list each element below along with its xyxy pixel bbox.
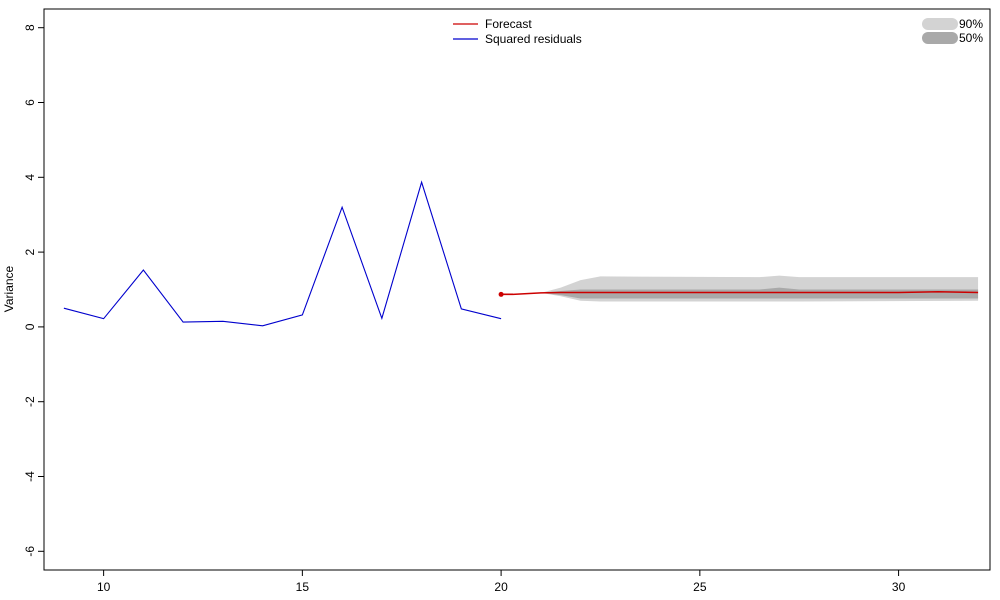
forecast-start-point <box>498 291 504 297</box>
x-tick-label-3: 25 <box>693 580 707 594</box>
y-tick-label-0: -6 <box>23 546 37 557</box>
y-tick-label-3: 0 <box>23 323 37 330</box>
series-line-1 <box>501 290 979 296</box>
x-axis: 10 15 20 25 30 <box>97 570 906 594</box>
legend-label-0: Forecast <box>485 17 532 31</box>
legend-label-1: Squared residuals <box>485 32 582 46</box>
interval-legend-swatch-0 <box>922 18 958 30</box>
prediction-intervals <box>540 275 979 302</box>
x-tick-label-2: 20 <box>494 580 508 594</box>
y-axis-title: Variance <box>2 265 16 312</box>
series-line-0 <box>63 180 502 327</box>
y-tick-label-7: 8 <box>23 24 37 31</box>
plot-area-frame <box>43 8 991 571</box>
interval-legend-label-1: 50% <box>959 31 983 45</box>
y-tick-label-1: -4 <box>23 471 37 482</box>
x-tick-label-1: 15 <box>296 580 310 594</box>
interval-legend-label-0: 90% <box>959 17 983 31</box>
y-tick-label-2: -2 <box>23 396 37 407</box>
y-tick-label-5: 4 <box>23 174 37 181</box>
interval-legend: 90%50% <box>922 17 983 45</box>
x-tick-label-4: 30 <box>892 580 906 594</box>
interval-legend-swatch-1 <box>922 32 958 44</box>
y-axis: -6 -4 -2 0 2 4 6 8 <box>23 24 44 557</box>
series-lines <box>63 180 979 327</box>
y-tick-label-6: 6 <box>23 99 37 106</box>
y-tick-label-4: 2 <box>23 248 37 255</box>
x-tick-label-0: 10 <box>97 580 111 594</box>
